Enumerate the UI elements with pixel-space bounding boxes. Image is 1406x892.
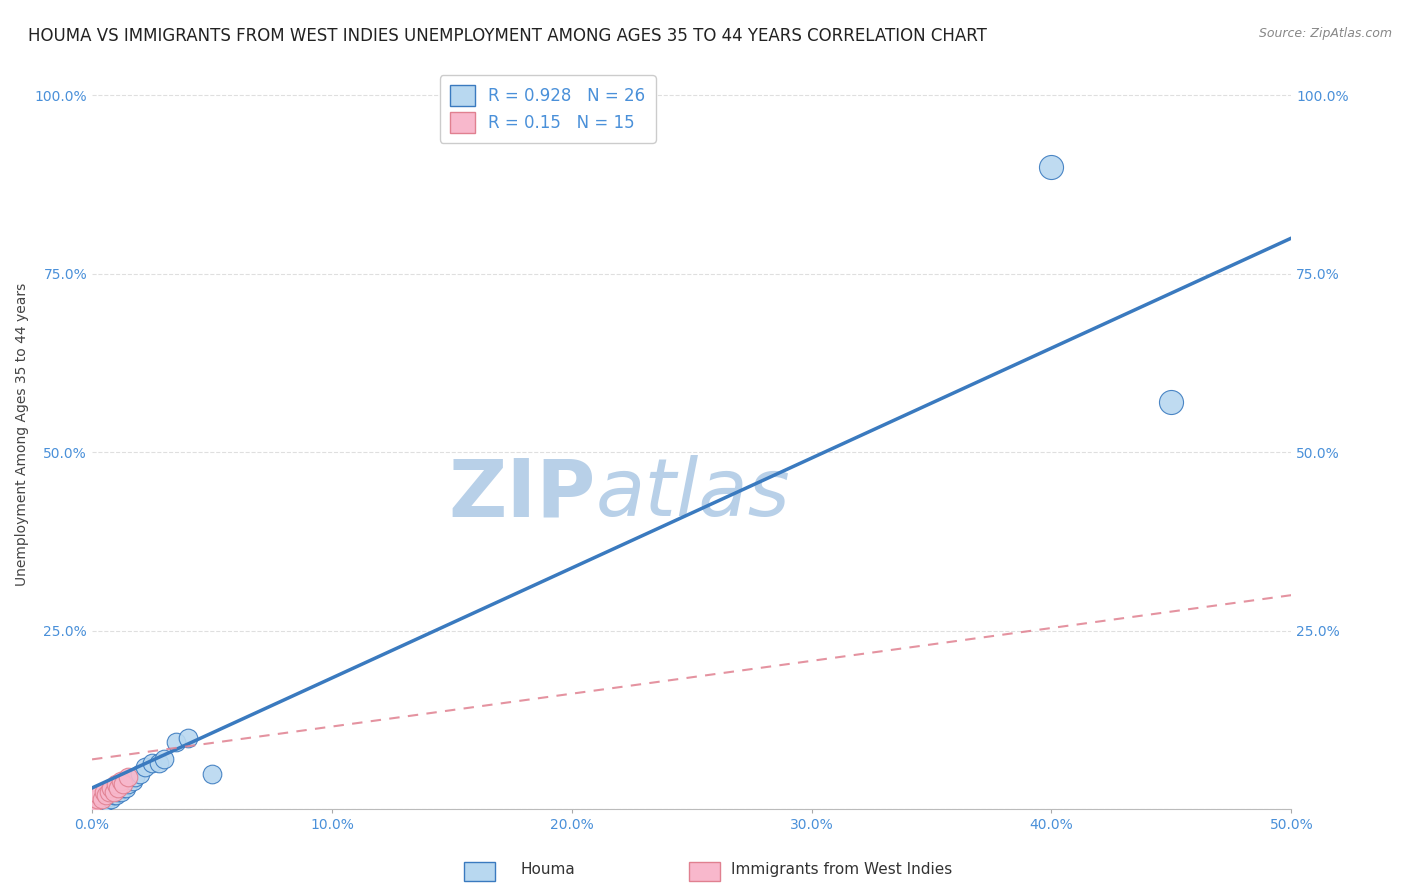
Point <box>105 777 128 791</box>
Point <box>124 770 146 784</box>
Point <box>112 780 135 795</box>
Text: Source: ZipAtlas.com: Source: ZipAtlas.com <box>1258 27 1392 40</box>
Point <box>97 784 120 798</box>
Point <box>117 777 139 791</box>
Point <box>90 791 112 805</box>
Point <box>103 788 125 802</box>
Legend: R = 0.928   N = 26, R = 0.15   N = 15: R = 0.928 N = 26, R = 0.15 N = 15 <box>440 76 655 143</box>
Point <box>1160 395 1182 409</box>
Text: ZIP: ZIP <box>449 456 596 533</box>
Point <box>114 780 136 795</box>
Point <box>1040 160 1063 174</box>
Point <box>97 789 120 804</box>
Point <box>148 756 170 770</box>
Point <box>112 777 135 791</box>
Point <box>83 795 105 809</box>
Text: Immigrants from West Indies: Immigrants from West Indies <box>731 863 952 877</box>
Point <box>121 773 143 788</box>
Y-axis label: Unemployment Among Ages 35 to 44 years: Unemployment Among Ages 35 to 44 years <box>15 283 30 586</box>
Point <box>80 798 103 813</box>
Point <box>86 791 108 805</box>
Point <box>96 788 118 802</box>
Point <box>103 784 125 798</box>
Point <box>90 797 112 811</box>
Point <box>89 795 111 809</box>
Point <box>100 780 122 795</box>
Point <box>96 794 118 808</box>
Point <box>93 784 115 798</box>
Point <box>107 780 129 795</box>
Point <box>100 791 122 805</box>
Point <box>110 784 132 798</box>
Text: atlas: atlas <box>596 456 790 533</box>
Point <box>105 788 128 802</box>
Point <box>86 798 108 813</box>
Point <box>129 766 152 780</box>
Point <box>153 752 176 766</box>
Point <box>110 773 132 788</box>
Point <box>177 731 200 745</box>
Point <box>107 784 129 798</box>
Point <box>141 756 163 770</box>
Point <box>93 791 115 805</box>
Point <box>201 766 224 780</box>
Point <box>117 770 139 784</box>
Point <box>134 759 156 773</box>
Text: HOUMA VS IMMIGRANTS FROM WEST INDIES UNEMPLOYMENT AMONG AGES 35 TO 44 YEARS CORR: HOUMA VS IMMIGRANTS FROM WEST INDIES UNE… <box>28 27 987 45</box>
Text: Houma: Houma <box>520 863 575 877</box>
Point <box>165 734 187 748</box>
Point <box>89 788 111 802</box>
